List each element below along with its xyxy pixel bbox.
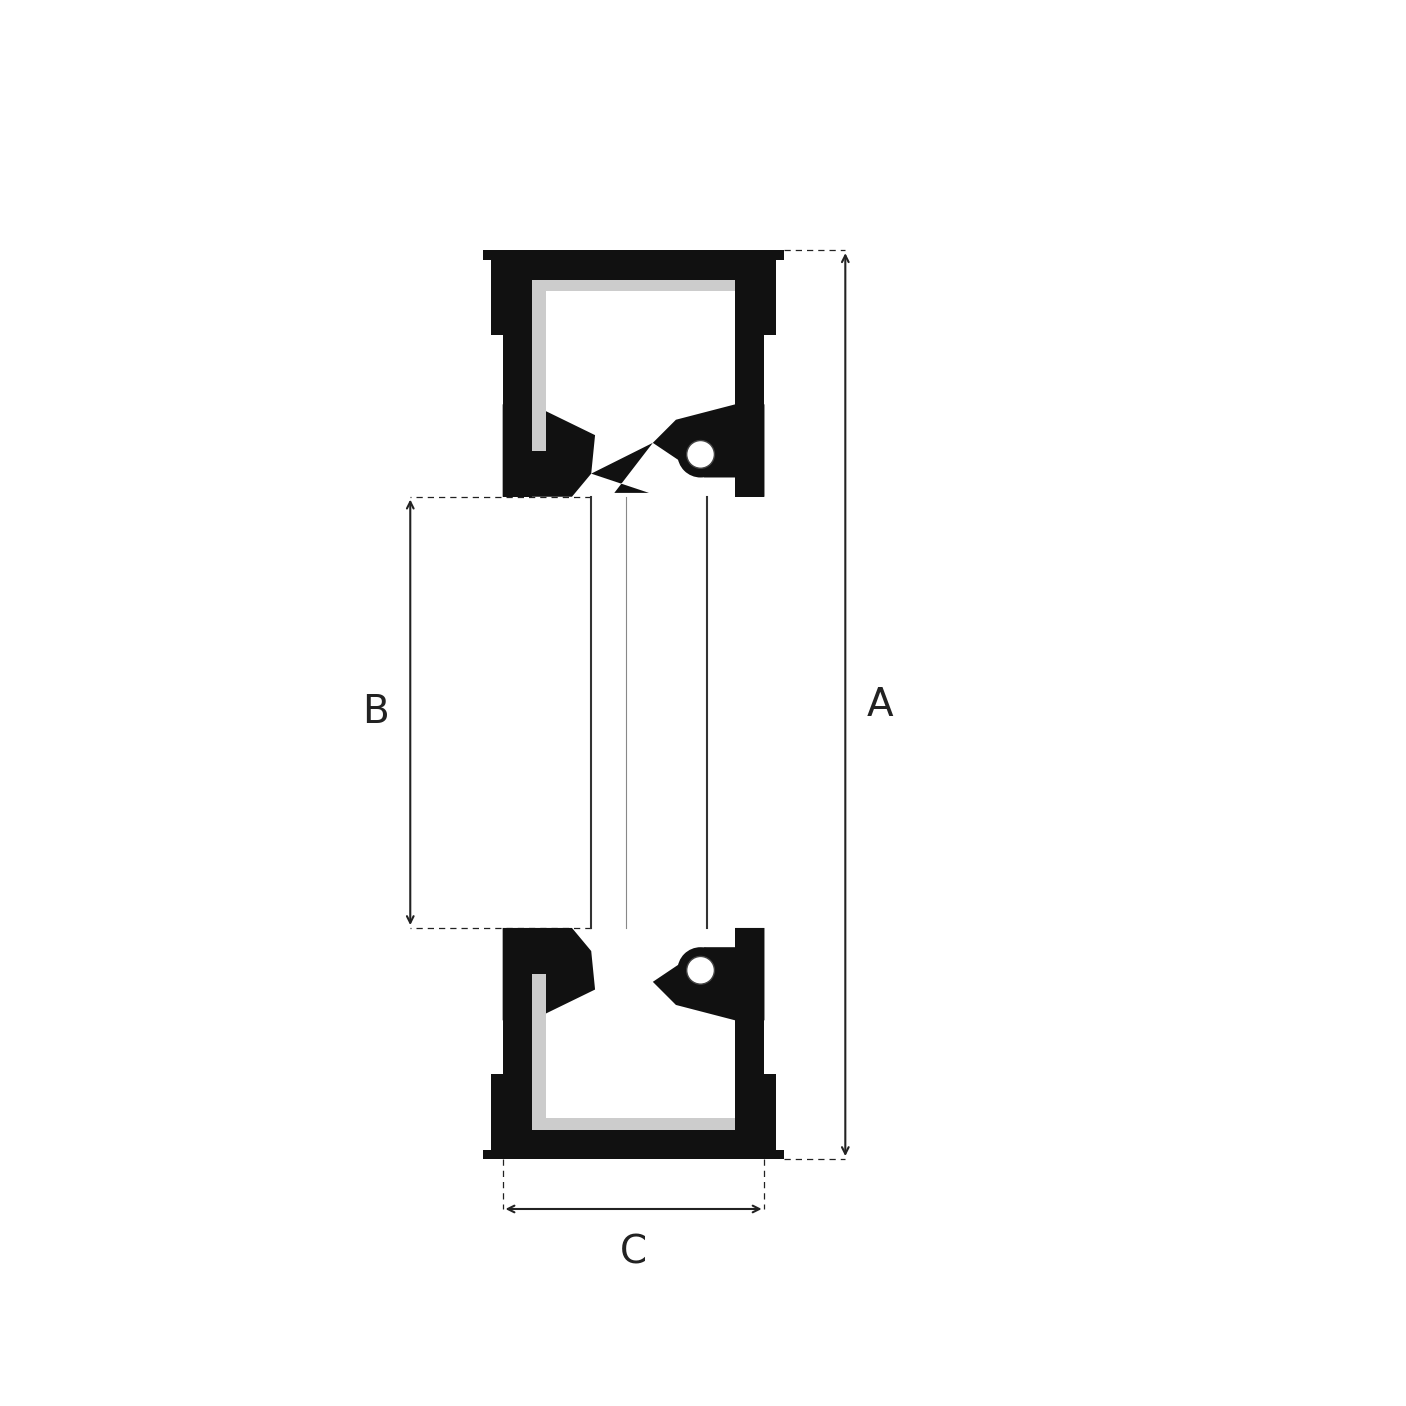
- Polygon shape: [503, 928, 531, 1159]
- Polygon shape: [735, 250, 765, 496]
- Polygon shape: [531, 280, 735, 291]
- Circle shape: [686, 440, 714, 468]
- Polygon shape: [531, 1118, 735, 1129]
- Circle shape: [678, 432, 724, 478]
- Polygon shape: [503, 928, 595, 1021]
- Polygon shape: [735, 928, 765, 1159]
- Polygon shape: [531, 974, 546, 1118]
- Polygon shape: [765, 1074, 783, 1159]
- Circle shape: [678, 948, 724, 994]
- Polygon shape: [484, 1074, 503, 1159]
- Text: A: A: [868, 686, 893, 724]
- Polygon shape: [652, 928, 765, 1021]
- Polygon shape: [503, 405, 595, 496]
- Polygon shape: [484, 250, 503, 335]
- Circle shape: [686, 956, 714, 984]
- Polygon shape: [652, 405, 765, 496]
- Polygon shape: [591, 443, 652, 494]
- Polygon shape: [503, 1129, 765, 1159]
- Text: C: C: [620, 1233, 647, 1271]
- Polygon shape: [503, 250, 531, 496]
- Text: B: B: [361, 693, 388, 731]
- Polygon shape: [531, 291, 546, 450]
- Polygon shape: [765, 250, 783, 335]
- Polygon shape: [503, 250, 765, 280]
